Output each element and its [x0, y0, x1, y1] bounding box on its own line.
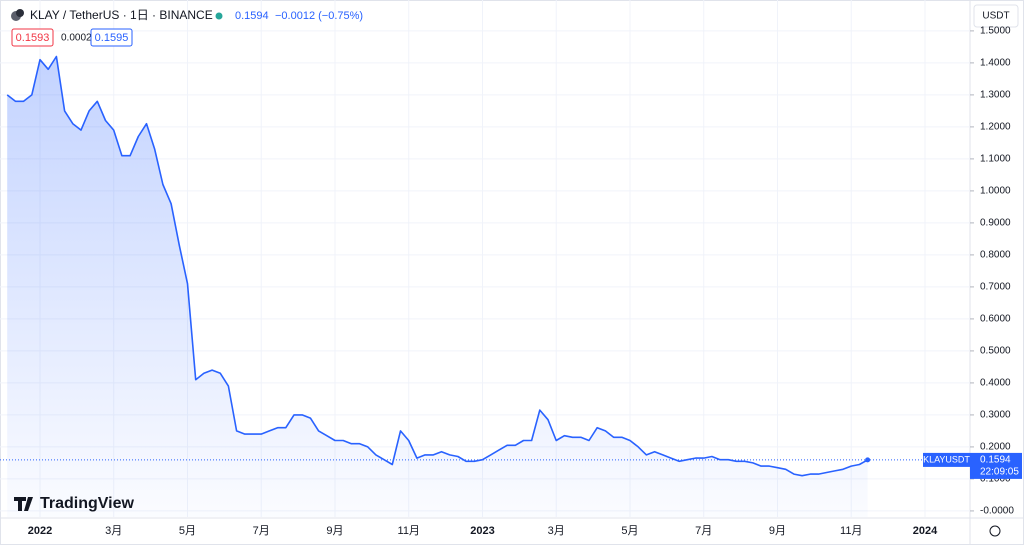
watermark: TradingView — [40, 495, 135, 512]
y-tick-label: 0.2000 — [980, 442, 1011, 453]
y-tick-label: 0.5000 — [980, 346, 1011, 357]
x-tick-label: 11月 — [840, 525, 862, 537]
symbol-icon — [16, 9, 24, 17]
y-tick-label: 0.6000 — [980, 314, 1011, 325]
x-tick-label: 7月 — [695, 525, 712, 537]
symbol: KLAY / TetherUS · 1日 · BINANCE — [30, 8, 213, 22]
currency[interactable]: USDT — [982, 11, 1009, 22]
price-label-box — [970, 452, 1022, 479]
ask[interactable]: 0.1595 — [95, 32, 129, 44]
x-tick-label: 11月 — [398, 525, 420, 537]
header: KLAY / TetherUS · 1日 · BINANCE 0.1594 −0… — [11, 4, 1019, 47]
y-tick-label: 1.1000 — [980, 154, 1011, 165]
y-tick-label: -0.0000 — [980, 506, 1014, 517]
status-dot — [215, 12, 223, 20]
line — [6, 55, 868, 477]
watermark-group: TradingView — [14, 495, 135, 512]
x-tick-label: 2024 — [913, 525, 938, 537]
price-label-name: KLAYUSDT — [923, 454, 970, 464]
y-tick-label: 0.1000 — [980, 474, 1011, 485]
y-tick-label: 0.7000 — [980, 282, 1011, 293]
price-label-price: 0.1594 — [980, 455, 1011, 466]
x-tick-label: 3月 — [548, 525, 565, 537]
y-tick-label: 0.3000 — [980, 410, 1011, 421]
y-tick-label: 1.3000 — [980, 90, 1011, 101]
currency-button[interactable] — [973, 4, 1019, 28]
x-tick-label: 5月 — [179, 525, 196, 537]
x-tick-label: 9月 — [326, 525, 343, 537]
plot — [0, 55, 970, 517]
price-label-countdown: 22:09:05 — [980, 467, 1019, 478]
y-tick-label: 0.4000 — [980, 378, 1011, 389]
x-tick-label: 5月 — [621, 525, 638, 537]
last-point — [865, 457, 871, 463]
last-price: 0.1594 — [235, 10, 269, 22]
y-tick-label: 0.8000 — [980, 250, 1011, 261]
y-tick-label: 0.9000 — [980, 218, 1011, 229]
x-tick-label: 7月 — [253, 525, 270, 537]
area — [7, 56, 868, 517]
price-label-bg — [923, 452, 970, 467]
x-tick-label: 3月 — [105, 525, 122, 537]
y-tick-label: 1.0000 — [980, 186, 1011, 197]
x-tick-label: 9月 — [769, 525, 786, 537]
x-tick-label: 2023 — [470, 525, 494, 537]
ask-box[interactable] — [90, 28, 133, 47]
bid[interactable]: 0.1593 — [16, 32, 50, 44]
x-tick-label: 2022 — [28, 525, 52, 537]
y-tick-label: 1.5000 — [980, 26, 1011, 37]
change: −0.0012 (−0.75%) — [275, 10, 363, 22]
settings-button[interactable] — [989, 525, 1001, 537]
y-tick-label: 1.2000 — [980, 122, 1011, 133]
spread: 0.0002 — [61, 33, 92, 44]
y-tick-label: 1.4000 — [980, 58, 1011, 69]
logo — [14, 497, 33, 511]
bid-box[interactable] — [11, 28, 54, 47]
